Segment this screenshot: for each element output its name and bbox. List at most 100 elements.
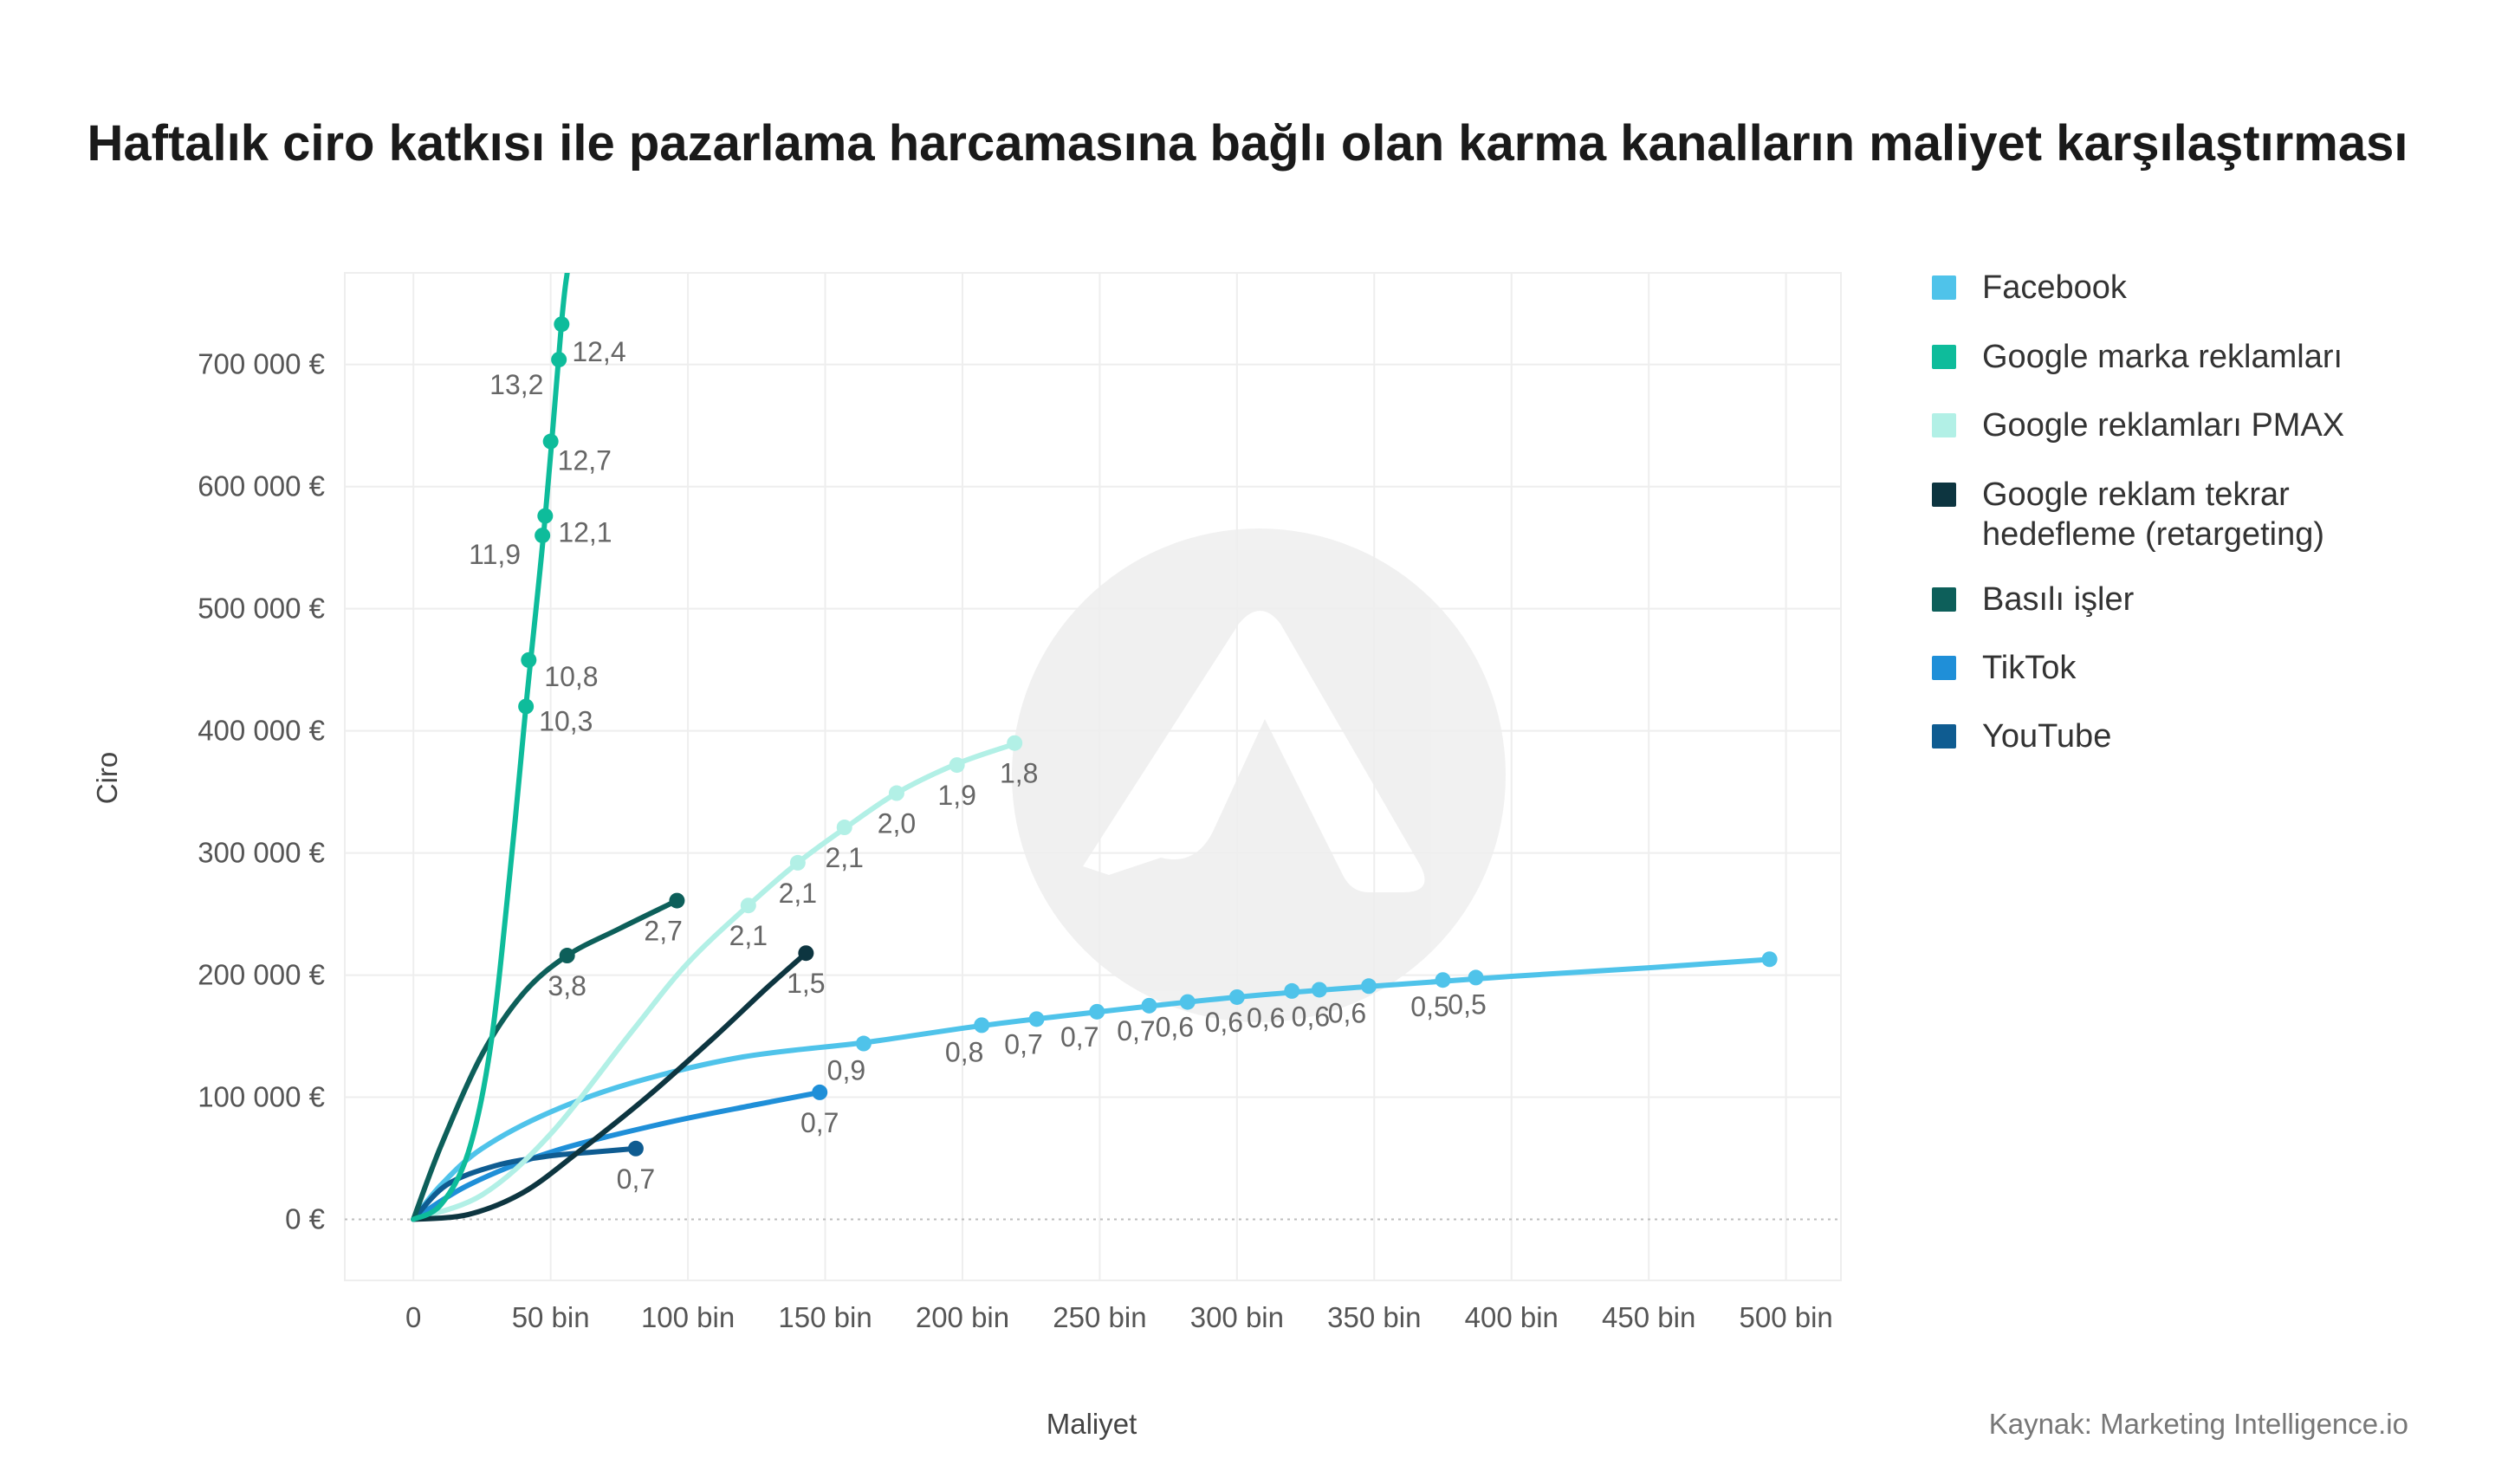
data-point bbox=[1028, 1011, 1045, 1027]
watermark-logo bbox=[1012, 528, 1506, 1022]
data-point bbox=[1435, 972, 1451, 988]
data-label: 1,9 bbox=[937, 780, 975, 811]
legend-label: TikTok bbox=[1982, 650, 2077, 686]
data-label: 0,7 bbox=[800, 1107, 839, 1138]
legend-swatch bbox=[1932, 656, 1956, 680]
x-tick-label: 100 bin bbox=[641, 1301, 735, 1333]
y-tick-label: 100 000 € bbox=[198, 1081, 325, 1113]
data-point bbox=[1360, 978, 1377, 995]
data-label: 0,5 bbox=[1410, 991, 1448, 1022]
series-line-5 bbox=[411, 1089, 823, 1222]
data-label: 0,7 bbox=[1004, 1028, 1042, 1060]
data-label: 10,3 bbox=[539, 705, 593, 736]
data-point bbox=[1228, 988, 1245, 1005]
data-point bbox=[669, 892, 685, 909]
chart-title: Haftalık ciro katkısı ile pazarlama harc… bbox=[87, 115, 2408, 172]
data-label: 2,7 bbox=[644, 916, 682, 947]
data-label: 2,1 bbox=[825, 842, 863, 873]
data-label: 13,2 bbox=[489, 369, 543, 400]
data-point bbox=[1761, 951, 1778, 968]
data-point bbox=[949, 757, 965, 774]
y-tick-label: 0 € bbox=[285, 1203, 325, 1235]
data-point bbox=[1468, 969, 1484, 986]
data-point bbox=[1089, 1003, 1105, 1020]
data-point bbox=[554, 316, 570, 333]
x-tick-label: 0 bbox=[405, 1301, 421, 1333]
data-point bbox=[542, 433, 559, 450]
data-point bbox=[974, 1017, 990, 1034]
data-point bbox=[798, 945, 814, 962]
data-point bbox=[740, 898, 756, 914]
data-point bbox=[518, 698, 535, 715]
data-label: 2,1 bbox=[779, 878, 817, 909]
data-point bbox=[812, 1084, 828, 1100]
x-tick-label: 300 bin bbox=[1190, 1301, 1284, 1333]
x-tick-label: 150 bin bbox=[778, 1301, 872, 1333]
legend-item: Google reklamları PMAX bbox=[1932, 407, 2344, 444]
data-point bbox=[836, 820, 852, 836]
data-label: 0,6 bbox=[1247, 1002, 1285, 1034]
data-label: 0,7 bbox=[617, 1163, 655, 1195]
data-label: 11,9 bbox=[469, 539, 521, 570]
data-label: 3,8 bbox=[548, 970, 586, 1001]
data-label: 0,6 bbox=[1156, 1012, 1194, 1043]
data-point bbox=[627, 1140, 644, 1157]
label-layer: 0,90,8 0,7 0,7 0,7 0,6 0,6 0,6 0,60,6 0,50,50,70… bbox=[469, 336, 1487, 1195]
data-label: 0,5 bbox=[1448, 988, 1486, 1020]
x-tick-label: 50 bin bbox=[512, 1301, 590, 1333]
data-label: 12,4 bbox=[572, 336, 625, 367]
legend-label: Google reklamları PMAX bbox=[1982, 407, 2344, 444]
y-axis-title: Ciro bbox=[91, 752, 123, 805]
series-line-1 bbox=[411, 273, 570, 1222]
data-label: 0,6 bbox=[1292, 1001, 1330, 1032]
series-line-4 bbox=[411, 898, 680, 1222]
data-label: 1,8 bbox=[1000, 758, 1038, 789]
x-axis-title: Maliyet bbox=[1047, 1408, 1137, 1440]
data-point bbox=[1141, 997, 1157, 1014]
data-point bbox=[1284, 982, 1300, 999]
data-point bbox=[559, 948, 575, 964]
x-tick-label: 200 bin bbox=[916, 1301, 1009, 1333]
data-point bbox=[1311, 982, 1327, 998]
data-label: 0,7 bbox=[1117, 1015, 1155, 1047]
legend: Facebook Google marka reklamları Google re… bbox=[1932, 269, 2344, 755]
legend-item: YouTube bbox=[1932, 718, 2111, 755]
x-tick-label: 400 bin bbox=[1465, 1301, 1559, 1333]
legend-item: TikTok bbox=[1932, 650, 2077, 686]
source-note: Kaynak: Marketing Intelligence.io bbox=[1989, 1408, 2408, 1440]
plot-frame bbox=[344, 272, 1842, 1281]
y-tick-label: 400 000 € bbox=[198, 715, 325, 747]
data-point bbox=[1179, 994, 1196, 1010]
data-point bbox=[1007, 735, 1023, 751]
series-layer bbox=[411, 273, 1778, 1222]
legend-label: Basılı işler bbox=[1982, 581, 2135, 618]
legend-label: Google reklam tekrar bbox=[1982, 476, 2290, 513]
legend-swatch bbox=[1932, 483, 1956, 507]
data-label: 2,0 bbox=[878, 808, 916, 839]
y-tick-label: 300 000 € bbox=[198, 837, 325, 869]
y-tick-label: 500 000 € bbox=[198, 593, 325, 625]
x-tick-label: 450 bin bbox=[1602, 1301, 1695, 1333]
data-label: 12,1 bbox=[558, 517, 612, 548]
x-tick-label: 500 bin bbox=[1739, 1301, 1832, 1333]
legend-swatch bbox=[1932, 587, 1956, 612]
data-point bbox=[551, 352, 567, 368]
legend-item: Facebook bbox=[1932, 269, 2128, 306]
y-tick-label: 200 000 € bbox=[198, 959, 325, 991]
data-label: 10,8 bbox=[544, 661, 598, 692]
x-tick-label: 250 bin bbox=[1053, 1301, 1146, 1333]
legend-item: Google marka reklamları bbox=[1932, 339, 2343, 375]
data-label: 0,6 bbox=[1328, 997, 1366, 1028]
legend-item: Basılı işler bbox=[1932, 581, 2135, 618]
data-point bbox=[855, 1035, 872, 1052]
data-label: 0,8 bbox=[945, 1036, 983, 1067]
data-label: 12,7 bbox=[558, 445, 612, 476]
data-label: 0,7 bbox=[1060, 1021, 1098, 1053]
legend-label: Google marka reklamları bbox=[1982, 339, 2343, 375]
legend-swatch bbox=[1932, 413, 1956, 437]
axis-layer: 0 50 bin 100 bin 150 bin 200 bin 250 bin 300 b… bbox=[198, 348, 1833, 1333]
data-point bbox=[888, 785, 904, 801]
